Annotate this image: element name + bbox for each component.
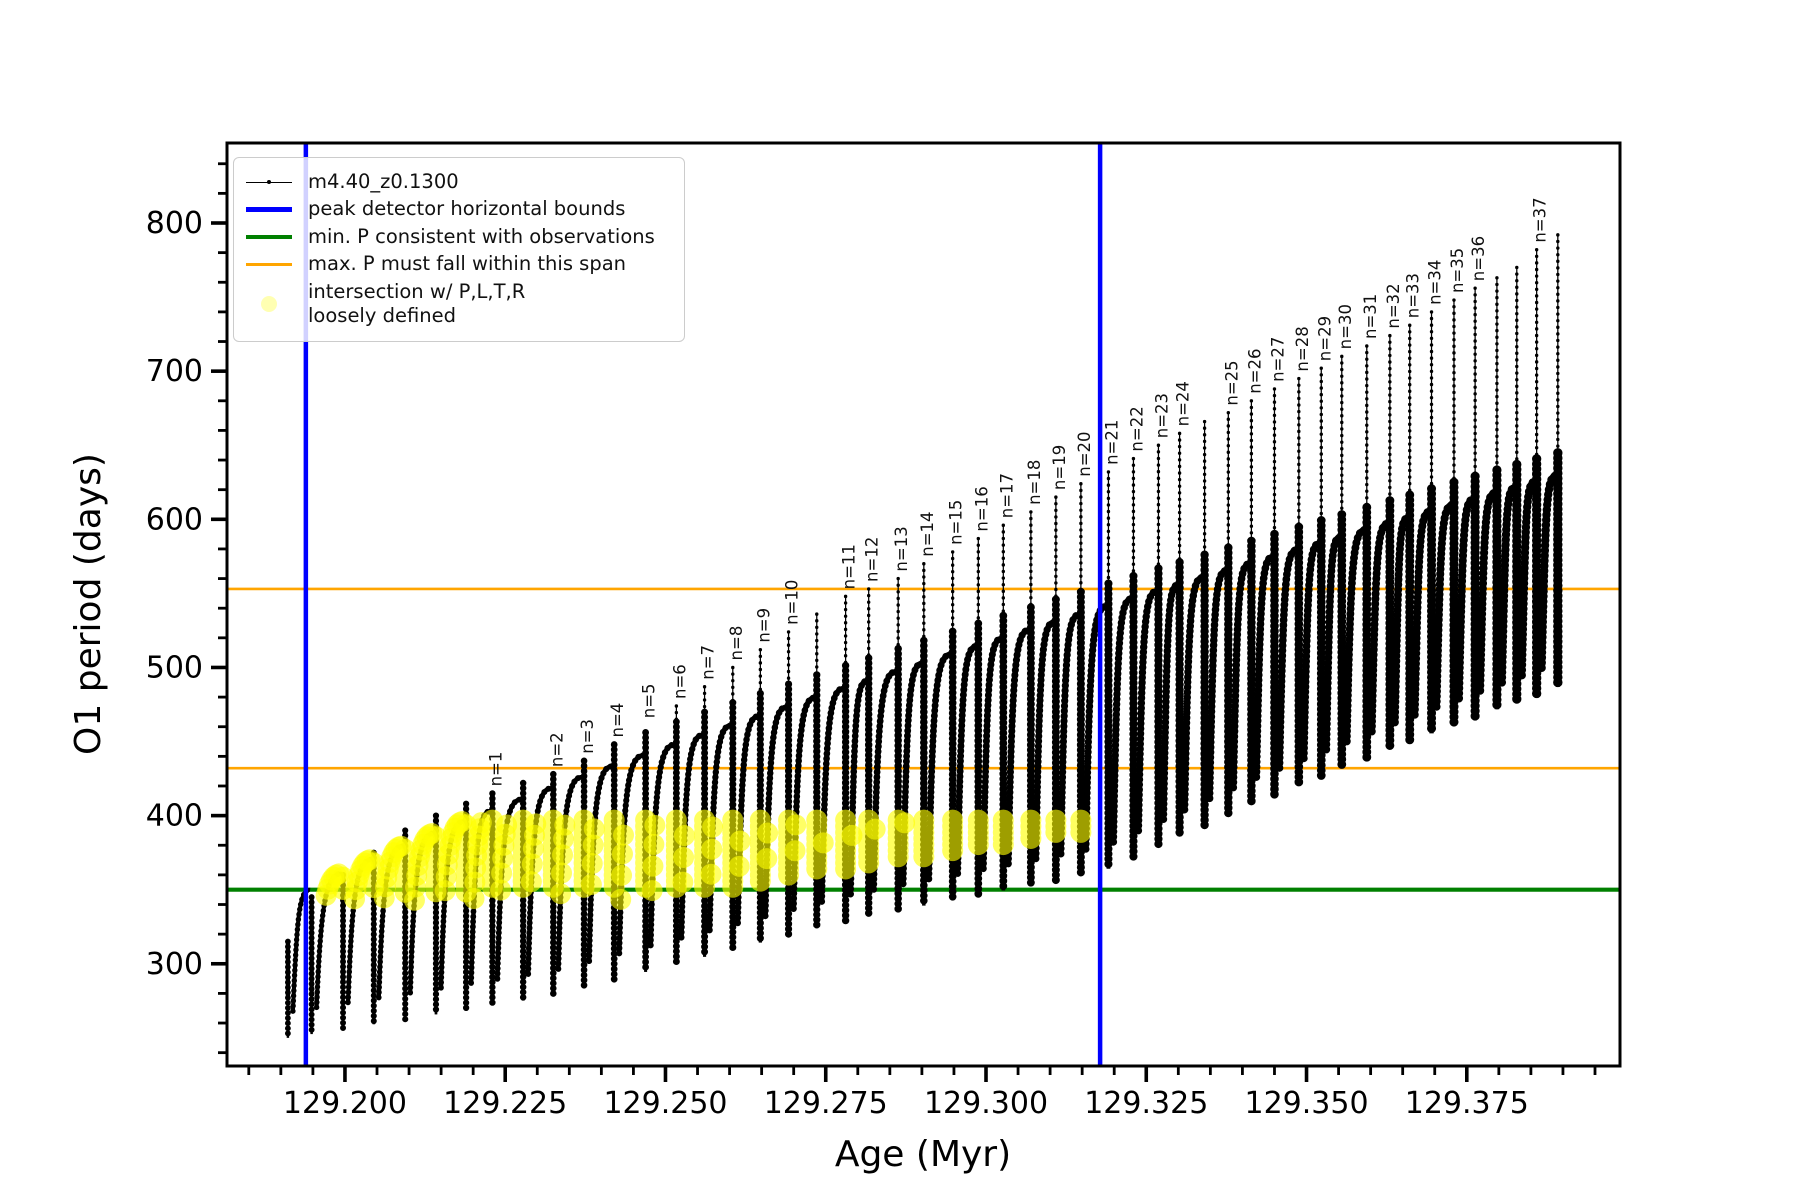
legend-label: intersection w/ P,L,T,R loosely defined [308,279,526,327]
svg-text:n=23: n=23 [1152,393,1171,438]
legend-item-intersection: intersection w/ P,L,T,R loosely defined [246,280,670,329]
svg-text:n=5: n=5 [640,683,659,718]
svg-text:n=33: n=33 [1404,273,1423,318]
svg-text:n=17: n=17 [997,473,1016,518]
legend-item-max-p: max. P must fall within this span [246,252,670,276]
legend-label: peak detector horizontal bounds [308,197,626,221]
svg-text:n=18: n=18 [1025,460,1044,505]
svg-text:n=11: n=11 [840,544,859,589]
svg-text:n=20: n=20 [1075,431,1094,476]
green-line-icon [246,235,292,239]
legend-item-series: m4.40_z0.1300 [246,170,670,194]
legend-item-min-p: min. P consistent with observations [246,225,670,249]
svg-text:129.200: 129.200 [283,1086,407,1121]
svg-text:n=24: n=24 [1174,381,1193,426]
pulse-number-labels: n=1 n=2 n=3 n=4 n=5 n=6 n=7 n=8 n=9 n=10 n=11 n=12 n… [486,197,1549,786]
svg-text:129.375: 129.375 [1405,1086,1529,1121]
svg-text:n=13: n=13 [892,526,911,571]
svg-text:n=22: n=22 [1127,406,1146,451]
blue-line-icon [246,207,292,213]
svg-text:129.350: 129.350 [1244,1086,1368,1121]
legend-item-peak-bounds: peak detector horizontal bounds [246,197,670,221]
svg-text:600: 600 [146,502,203,537]
svg-text:n=27: n=27 [1268,337,1287,382]
svg-text:500: 500 [146,650,203,685]
svg-text:n=28: n=28 [1293,326,1312,371]
svg-text:n=19: n=19 [1050,445,1069,490]
series-line-icon [246,179,292,184]
svg-text:800: 800 [146,206,203,241]
svg-text:n=15: n=15 [947,500,966,545]
svg-text:400: 400 [146,799,203,834]
svg-text:n=14: n=14 [918,511,937,556]
svg-text:n=31: n=31 [1361,294,1380,339]
svg-text:n=10: n=10 [783,580,802,625]
pulse-train-series [284,233,1563,1041]
legend-label: max. P must fall within this span [308,252,627,276]
y-axis-label: O1 period (days) [68,453,109,755]
svg-text:n=9: n=9 [754,608,773,643]
svg-text:300: 300 [146,947,203,982]
yellow-circle-icon [246,295,292,312]
svg-text:n=2: n=2 [547,732,566,767]
svg-text:n=34: n=34 [1426,260,1445,305]
svg-text:n=32: n=32 [1384,283,1403,328]
svg-text:n=26: n=26 [1245,349,1264,394]
svg-text:n=6: n=6 [670,664,689,699]
intersection-markers [315,809,1092,911]
svg-text:n=16: n=16 [972,486,991,531]
svg-text:n=12: n=12 [863,537,882,582]
legend-label: min. P consistent with observations [308,224,655,248]
legend: m4.40_z0.1300 peak detector horizontal b… [233,157,685,343]
svg-text:129.225: 129.225 [443,1086,567,1121]
legend-label: m4.40_z0.1300 [308,170,459,193]
svg-text:n=21: n=21 [1102,420,1121,465]
svg-text:n=8: n=8 [727,626,746,661]
svg-text:129.300: 129.300 [924,1086,1048,1121]
svg-text:n=36: n=36 [1469,236,1488,281]
svg-text:n=30: n=30 [1336,304,1355,349]
svg-text:129.325: 129.325 [1084,1086,1208,1121]
svg-text:n=1: n=1 [486,752,505,787]
svg-text:n=7: n=7 [699,645,718,680]
svg-text:n=4: n=4 [608,703,627,738]
axes-frame-and-ticks: 129.200 129.225 129.250 129.275 129.300 129.3… [146,141,1622,1121]
svg-text:n=25: n=25 [1222,360,1241,405]
svg-text:129.250: 129.250 [603,1086,727,1121]
svg-text:n=35: n=35 [1448,248,1467,293]
x-axis-label: Age (Myr) [835,1134,1011,1175]
svg-text:n=29: n=29 [1315,316,1334,361]
svg-text:129.275: 129.275 [764,1086,888,1121]
svg-text:n=3: n=3 [578,719,597,754]
orange-line-icon [246,263,292,266]
svg-text:n=37: n=37 [1531,197,1550,242]
svg-text:700: 700 [146,354,203,389]
